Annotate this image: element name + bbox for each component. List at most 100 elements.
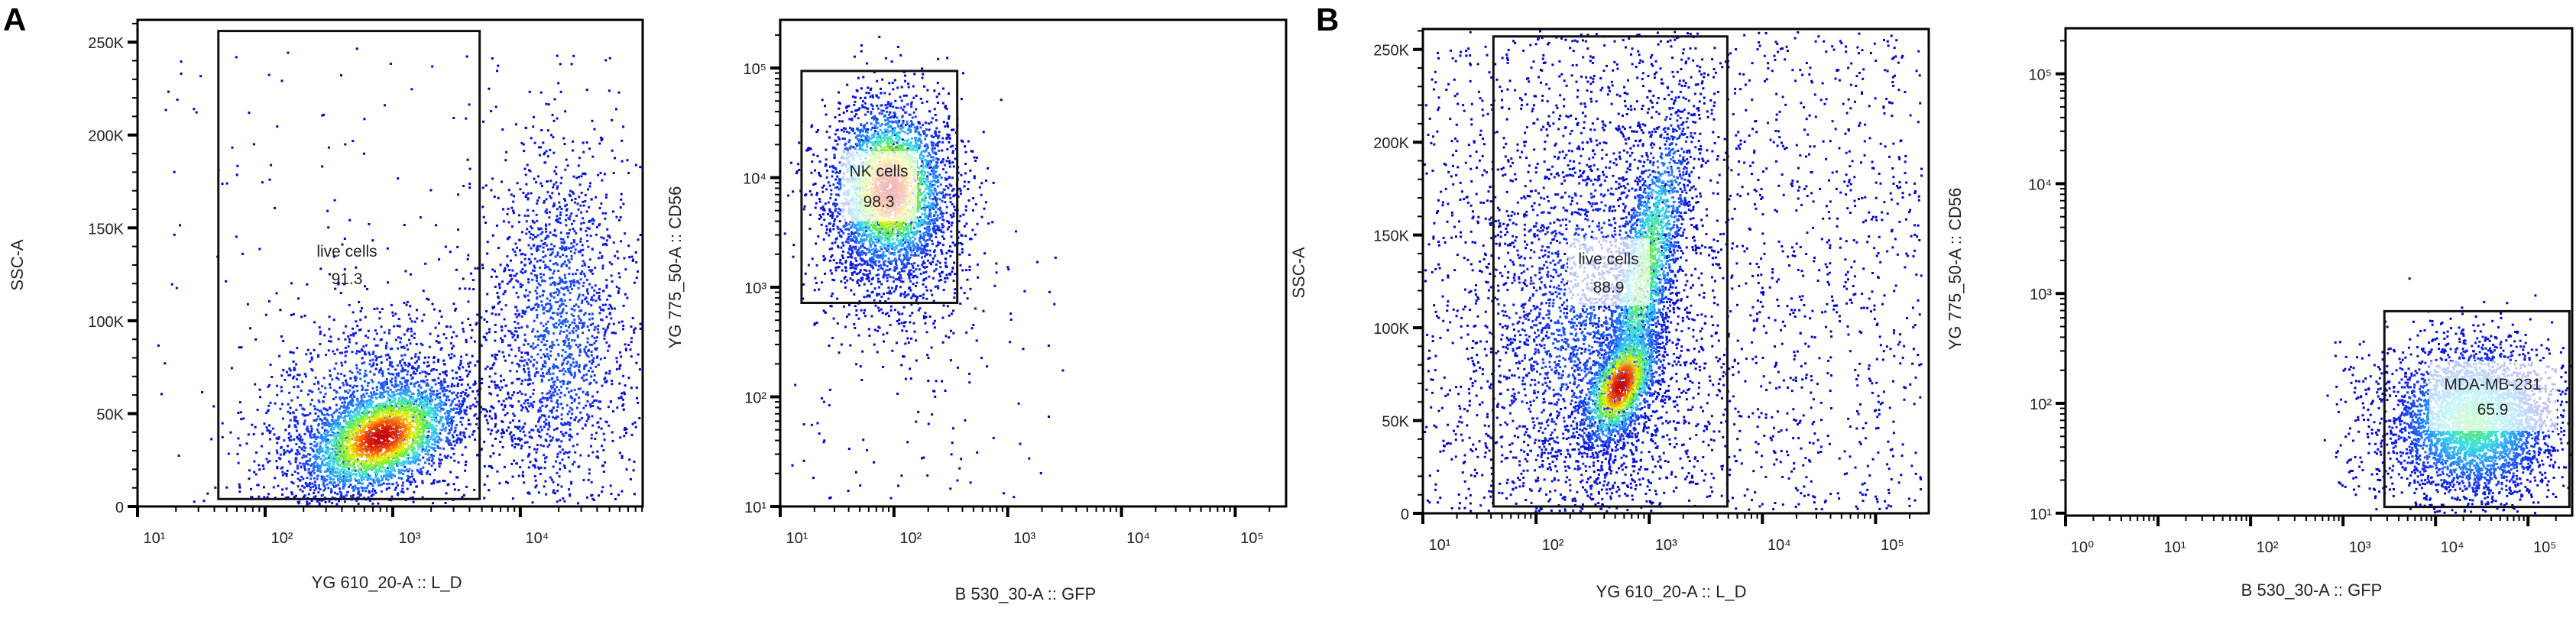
data-point: [421, 396, 424, 399]
data-point: [325, 446, 328, 449]
data-point: [538, 335, 541, 338]
data-point: [413, 462, 416, 464]
data-point: [442, 403, 446, 406]
data-point: [545, 422, 548, 425]
data-point: [240, 346, 243, 349]
data-point: [527, 367, 530, 370]
data-point: [329, 472, 332, 475]
data-point: [290, 351, 293, 354]
data-point: [309, 488, 312, 491]
data-point: [564, 281, 566, 284]
data-point: [600, 427, 603, 430]
data-point: [540, 341, 543, 344]
data-point: [559, 430, 562, 433]
data-point: [180, 60, 183, 63]
data-point: [555, 460, 558, 463]
data-point: [509, 421, 512, 424]
data-point: [344, 338, 347, 341]
data-point: [578, 317, 581, 320]
data-point: [573, 374, 576, 377]
data-point: [305, 455, 308, 458]
data-point: [552, 383, 556, 387]
data-point: [462, 397, 465, 400]
data-point: [426, 383, 429, 387]
data-point: [380, 387, 383, 390]
data-point: [450, 444, 453, 446]
data-point: [390, 460, 393, 463]
data-point: [377, 484, 381, 487]
data-point: [468, 387, 471, 389]
data-point: [357, 480, 360, 483]
data-point: [585, 278, 588, 281]
data-point: [238, 490, 241, 493]
data-point: [520, 382, 523, 385]
data-point: [445, 456, 448, 459]
data-point: [410, 460, 413, 463]
data-point: [497, 399, 501, 403]
data-point: [521, 312, 524, 314]
data-point: [553, 229, 556, 232]
data-point: [456, 392, 459, 395]
data-point: [572, 54, 575, 57]
data-point: [176, 99, 179, 101]
data-point: [388, 328, 391, 332]
data-point: [459, 362, 462, 365]
data-point: [550, 385, 552, 388]
data-point: [452, 447, 455, 450]
data-point: [445, 399, 448, 402]
data-point: [430, 464, 433, 467]
data-point: [615, 286, 618, 289]
data-point: [434, 406, 437, 409]
data-point: [339, 396, 342, 399]
data-point: [319, 409, 322, 412]
data-point: [363, 467, 366, 470]
data-point: [421, 431, 424, 434]
data-point: [561, 448, 564, 451]
data-point: [312, 485, 315, 488]
data-point: [373, 308, 376, 310]
data-point: [585, 234, 588, 237]
data-point: [446, 385, 449, 388]
data-point: [626, 296, 629, 299]
data-point: [426, 435, 429, 438]
data-point: [521, 474, 524, 477]
data-point: [279, 453, 282, 456]
data-point: [180, 73, 183, 75]
data-point: [575, 176, 578, 180]
data-point: [281, 403, 284, 406]
data-point: [426, 413, 429, 416]
data-point: [403, 354, 407, 357]
data-point: [402, 345, 405, 348]
data-point: [595, 196, 598, 199]
data-point: [261, 181, 264, 184]
data-point: [630, 255, 633, 258]
data-point: [382, 388, 385, 391]
data-point: [517, 391, 519, 394]
data-point: [551, 192, 554, 195]
data-point: [322, 399, 325, 403]
data-point: [295, 409, 298, 412]
data-point: [445, 416, 448, 419]
data-point: [562, 367, 565, 370]
data-point: [458, 405, 461, 408]
data-point: [575, 344, 578, 346]
data-point: [413, 336, 416, 339]
data-point: [575, 329, 578, 332]
data-point: [510, 259, 512, 262]
data-point: [570, 401, 573, 404]
data-point: [311, 470, 314, 473]
data-point: [419, 399, 422, 403]
data-point: [552, 292, 556, 294]
data-point: [602, 449, 605, 451]
data-point: [569, 435, 572, 438]
data-point: [375, 471, 378, 474]
data-point: [543, 334, 546, 336]
data-point: [481, 377, 484, 380]
data-point: [542, 246, 545, 249]
data-point: [271, 376, 274, 378]
data-point: [486, 365, 489, 368]
data-point: [363, 487, 366, 490]
data-point: [529, 236, 532, 239]
data-point: [281, 471, 284, 474]
data-point: [514, 254, 517, 257]
